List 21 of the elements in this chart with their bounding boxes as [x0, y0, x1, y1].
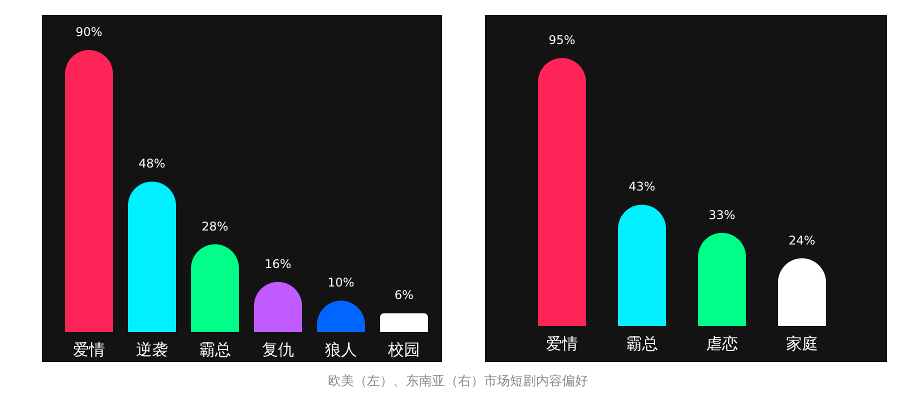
data-label: 28% — [202, 219, 228, 234]
data-label: 16% — [264, 256, 292, 271]
x-tick-label: 爱情 — [73, 340, 105, 359]
x-tick-label: 虐恋 — [706, 334, 738, 353]
data-label: 10% — [328, 276, 354, 290]
data-label: 33% — [708, 208, 736, 222]
x-tick-label: 霸总 — [199, 340, 231, 359]
data-label: 24% — [788, 233, 816, 248]
data-label: 95% — [548, 33, 576, 47]
text: 欧美（左）、东南亚（右）市场短剧内容偏好 — [327, 373, 589, 390]
data-label: 43% — [628, 180, 656, 194]
x-tick-label: 爱情 — [546, 334, 578, 353]
data-label: 6% — [394, 288, 414, 302]
x-tick-label: 复仇 — [262, 340, 294, 359]
data-label: 90% — [76, 25, 102, 39]
x-tick-label: 家庭 — [786, 334, 818, 353]
data-label: 48% — [138, 156, 166, 171]
x-tick-label: 校园 — [387, 340, 420, 359]
x-tick-label: 逆袭 — [136, 340, 168, 359]
x-tick-label: 霸总 — [626, 334, 658, 353]
x-tick-label: 狼人 — [325, 340, 357, 359]
